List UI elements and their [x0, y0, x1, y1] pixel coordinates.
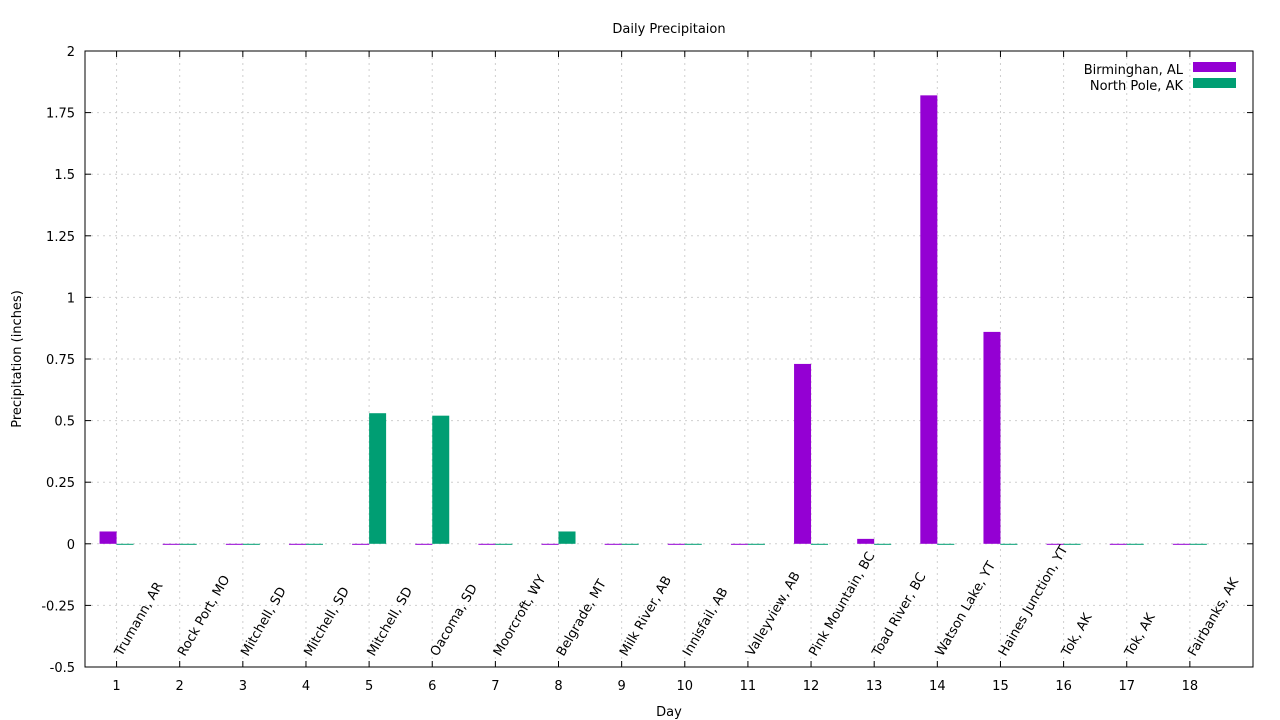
location-label: Tok, AK [1122, 610, 1159, 659]
x-tick-label: 6 [428, 679, 436, 694]
bar [1046, 543, 1064, 545]
location-label: Moorcroft, WY [491, 573, 549, 659]
bar [920, 95, 938, 544]
bar [415, 543, 433, 545]
x-tick-label: 14 [929, 679, 946, 694]
y-tick-label: 0 [67, 538, 75, 553]
location-label: Pink Mountain, BC [807, 550, 879, 659]
bar [162, 543, 180, 545]
bar [1000, 543, 1018, 545]
y-tick-label: 1.75 [46, 107, 75, 122]
x-tick-label: 18 [1182, 679, 1199, 694]
y-tick-label: 0.75 [46, 353, 75, 368]
bar [621, 543, 639, 545]
location-label: Toad River, BC [869, 570, 929, 660]
x-tick-label: 2 [176, 679, 184, 694]
x-tick-label: 11 [740, 679, 757, 694]
x-tick-label: 10 [677, 679, 694, 694]
bar [937, 543, 955, 545]
bar [667, 543, 685, 545]
location-label: Watson Lake, YT [933, 559, 999, 659]
location-label: Tok, AK [1059, 610, 1096, 659]
location-label: Mitchell, SD [238, 585, 290, 659]
x-tick-label: 1 [112, 679, 120, 694]
bar [1126, 543, 1144, 545]
x-tick-label: 13 [866, 679, 883, 694]
y-tick-label: 1.5 [54, 168, 75, 183]
chart-title: Daily Precipitaion [612, 22, 725, 37]
bar [225, 543, 243, 545]
bar [288, 543, 306, 545]
bar [432, 415, 450, 544]
bar [99, 531, 117, 544]
bar [794, 363, 812, 544]
x-tick-label: 4 [302, 679, 310, 694]
x-tick-label: 8 [554, 679, 562, 694]
bar [369, 413, 387, 544]
bar [558, 531, 576, 544]
bar [478, 543, 496, 545]
location-labels: Trumann, AR Rock Port, MO Mitchell, SD Mitc… [112, 543, 1243, 660]
x-tick-label: 12 [803, 679, 820, 694]
x-tick-label: 16 [1055, 679, 1072, 694]
y-tick-label: 0.5 [54, 415, 75, 430]
location-label: Oacoma, SD [428, 582, 481, 659]
legend-swatch [1193, 62, 1236, 72]
x-tick-label: 9 [618, 679, 626, 694]
bar [857, 538, 875, 544]
y-tick-label: -0.5 [50, 661, 75, 676]
location-label: Fairbanks, AK [1185, 575, 1242, 659]
x-tick-labels: 1 2 3 4 5 6 7 8 9 10 11 12 13 14 15 16 17 18 [112, 679, 1198, 694]
x-tick-label: 5 [365, 679, 373, 694]
y-tick-label: 0.25 [46, 476, 75, 491]
bar [1063, 543, 1081, 545]
bar [116, 543, 134, 545]
grid [85, 50, 1253, 668]
location-label: Milk River, AB [617, 574, 675, 659]
legend-label: North Pole, AK [1090, 79, 1184, 94]
bar [495, 543, 513, 545]
location-label: Mitchell, SD [301, 585, 353, 659]
bar [305, 543, 323, 545]
location-label: Rock Port, MO [175, 573, 233, 659]
bar [1172, 543, 1190, 545]
location-label: Mitchell, SD [365, 585, 417, 659]
location-label: Haines Junction, YT [996, 543, 1072, 659]
y-tick-label: -0.25 [41, 599, 75, 614]
y-tick-label: 1.25 [46, 230, 75, 245]
bar [352, 543, 370, 545]
bar [179, 543, 197, 545]
bar [874, 543, 892, 545]
y-tick-label: 2 [67, 45, 75, 60]
x-axis-label: Day [656, 705, 682, 720]
bar [684, 543, 702, 545]
bar [747, 543, 765, 545]
bar [604, 543, 622, 545]
y-axis-label: Precipitation (inches) [10, 290, 25, 428]
bar [541, 543, 559, 545]
location-label: Trumann, AR [112, 580, 167, 660]
x-tick-label: 17 [1118, 679, 1135, 694]
bar [1109, 543, 1127, 545]
x-tick-label: 7 [491, 679, 499, 694]
bar [811, 543, 829, 545]
location-label: Belgrade, MT [554, 577, 610, 659]
location-label: Innisfail, AB [680, 585, 731, 659]
axis-ticks [85, 50, 1253, 668]
y-tick-labels: -0.5 -0.25 0 0.25 0.5 0.75 1 1.25 1.5 1.75 2 [41, 45, 75, 676]
bar [983, 331, 1001, 544]
legend-swatch [1193, 78, 1236, 88]
bars [99, 95, 1207, 545]
bar [1189, 543, 1207, 545]
location-label: Valleyview, AB [743, 569, 803, 659]
bar [242, 543, 260, 545]
bar [730, 543, 748, 545]
legend-label: Birminghan, AL [1084, 63, 1184, 78]
x-tick-label: 15 [992, 679, 1009, 694]
x-tick-label: 3 [239, 679, 247, 694]
y-tick-label: 1 [67, 291, 75, 306]
